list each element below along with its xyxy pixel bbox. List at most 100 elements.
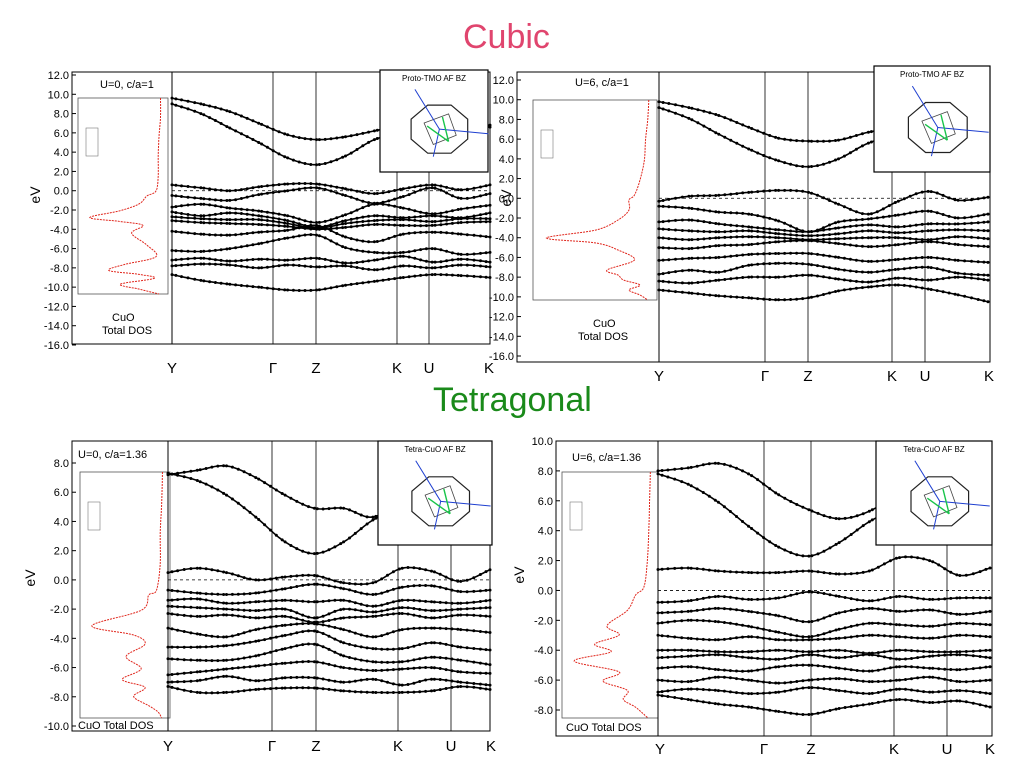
tetra-u0-band-point [424,689,428,693]
cubic-u6-band-point [869,223,873,227]
tetra-u0-band-point [204,567,208,571]
tetra-u6-band-point [978,703,982,707]
tetra-u6-band-point [822,677,826,681]
cubic-u0-band-point [381,257,385,261]
tetra-u0-band-point [189,567,193,571]
cubic-u6-band-point [801,165,805,168]
cubic-u0-band-point [291,225,295,229]
cubic-u6-band-point [822,196,825,200]
tetra-u0-band-point [406,683,410,686]
tetra-u6-band-point [867,653,871,657]
tetra-u6-band-point [689,679,693,683]
cubic-u6-band-point [834,201,837,205]
tetra-u0-band-point [254,600,258,604]
cubic-u0-band-point [329,218,333,222]
cubic-u0-band-point [277,130,281,134]
tetra-u0-band-point [432,677,436,681]
tetra-u0-band-point [222,464,226,468]
tetra-u6-band-point [750,692,754,696]
tetra-u6-band-point [713,498,717,502]
cubic-u0-band-point [424,273,428,277]
cubic-u6-band-point [842,219,846,223]
cubic-u6-kpoint-label: K [984,368,994,385]
tetra-u6-band-point [837,707,841,710]
cubic-u0-band-point [488,203,492,207]
tetra-u0-band-point [418,657,422,661]
cubic-u6-band-point [674,257,677,261]
cubic-u6-band-point [926,209,930,213]
tetra-u0-band-point [484,662,488,666]
tetra-u6-band-point [867,606,871,610]
tetra-u6-band-point [701,649,705,653]
cubic-u6-band-point [982,213,986,217]
tetra-u0-band-point [400,690,404,694]
tetra-u6-band-point [876,621,880,625]
tetra-u0-band-point [386,660,389,664]
cubic-u6-band-point [860,212,864,216]
cubic-u6-band-point [914,277,918,281]
tetra-u6-band-point [735,596,738,600]
tetra-u6-band-point [673,655,677,659]
tetra-u0-band-point [236,592,240,596]
cubic-u6-band-point [717,255,721,259]
cubic-u0-band-point [291,188,295,192]
tetra-u6-band-point [673,648,677,652]
cubic-u6-band-point [902,197,906,201]
tetra-u6-band-point [898,665,901,669]
tetra-u6-band-point [810,590,814,594]
cubic-u0-band-point [355,208,359,212]
cubic-u6-band-point [690,207,694,210]
tetra-u6-band-point [867,633,871,637]
tetra-u6-kpoint-label: U [942,741,953,758]
tetra-u6-band-point [747,624,750,628]
cubic-u0-band-point [199,278,203,282]
cubic-u0-band-point [430,260,434,264]
cubic-u0-band-point [286,224,290,228]
tetra-u6-band-point [750,598,754,601]
tetra-u6-band-point [768,681,772,685]
cubic-u0-band-point [265,265,269,269]
cubic-u6-band-point [828,237,831,241]
cubic-u6-band-point [893,243,897,247]
tetra-u0-band-point [242,506,246,510]
cubic-u0-band-point [199,232,203,236]
tetra-u0-band-point [248,616,252,619]
cubic-u0-band-point [265,184,269,188]
tetra-u6-band-point [988,665,992,669]
tetra-u6-band-point [949,570,953,574]
tetra-u0-band-point [424,678,428,682]
cubic-u6-band-point [834,158,837,162]
tetra-u0-band-point [166,612,170,615]
tetra-u6-band-point [716,461,720,465]
cubic-u6-band-point [887,230,891,234]
tetra-u6-band-point [741,704,744,708]
tetra-u6-band-point [910,595,913,599]
tetra-u6-band-point [795,634,799,638]
cubic-u0-band-point [317,138,321,142]
cubic-u6-band-point [887,236,891,239]
cubic-u0-band-point [439,184,443,188]
tetra-u6-band-point [971,612,975,616]
cubic-u0-band-point [484,235,488,239]
tetra-u6-band-point [660,600,664,604]
cubic-u0-band-point [271,239,275,243]
tetra-u0-band-point [283,493,287,497]
tetra-u6-band-point [735,466,738,470]
cubic-u6-band-point [875,279,879,283]
tetra-u6-band-point [837,594,841,598]
cubic-u0-band-point [484,220,488,224]
tetra-u0-band-point [380,591,384,595]
cubic-u6-ytick-label: -6.0 [495,252,514,264]
tetra-u6-band-point [822,664,826,668]
tetra-u6-band-point [774,665,778,669]
tetra-u6-band-point [756,571,760,575]
cubic-u0-band-point [213,105,217,109]
tetra-u0-band-point [342,654,346,658]
cubic-u0-band-point [367,267,371,271]
tetra-u0-band-point [374,604,378,608]
tetra-u0-band-point [170,673,174,676]
cubic-u6-band-point [908,224,912,228]
tetra-u0-band-point [342,581,346,585]
cubic-u0-band-point [367,259,371,263]
tetra-u6-band-point [978,611,982,615]
